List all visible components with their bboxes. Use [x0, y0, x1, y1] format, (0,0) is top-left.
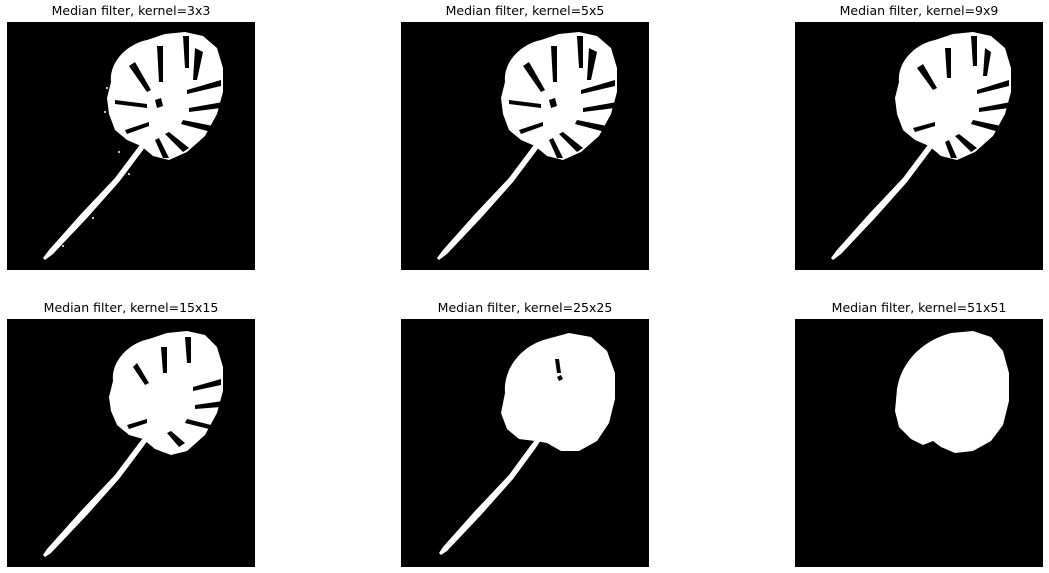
panel-kernel-3: Median filter, kernel=3x3 [7, 0, 255, 270]
panel-title: Median filter, kernel=3x3 [51, 3, 211, 18]
panel-kernel-9: Median filter, kernel=9x9 [795, 0, 1043, 270]
panel-title: Median filter, kernel=25x25 [437, 300, 613, 315]
panel-title: Median filter, kernel=15x15 [43, 300, 219, 315]
filtered-leaf-image [401, 22, 649, 270]
panel-title: Median filter, kernel=51x51 [831, 300, 1007, 315]
filtered-leaf-image [795, 22, 1043, 270]
filtered-leaf-image [401, 319, 649, 567]
panel-title: Median filter, kernel=5x5 [445, 3, 605, 18]
filtered-leaf-image [7, 22, 255, 270]
filtered-leaf-image [7, 319, 255, 567]
panel-kernel-5: Median filter, kernel=5x5 [401, 0, 649, 270]
panel-kernel-51: Median filter, kernel=51x51 [795, 297, 1043, 567]
panel-title: Median filter, kernel=9x9 [839, 3, 999, 18]
panel-kernel-25: Median filter, kernel=25x25 [401, 297, 649, 567]
panel-kernel-15: Median filter, kernel=15x15 [7, 297, 255, 567]
filtered-leaf-image [795, 319, 1043, 567]
